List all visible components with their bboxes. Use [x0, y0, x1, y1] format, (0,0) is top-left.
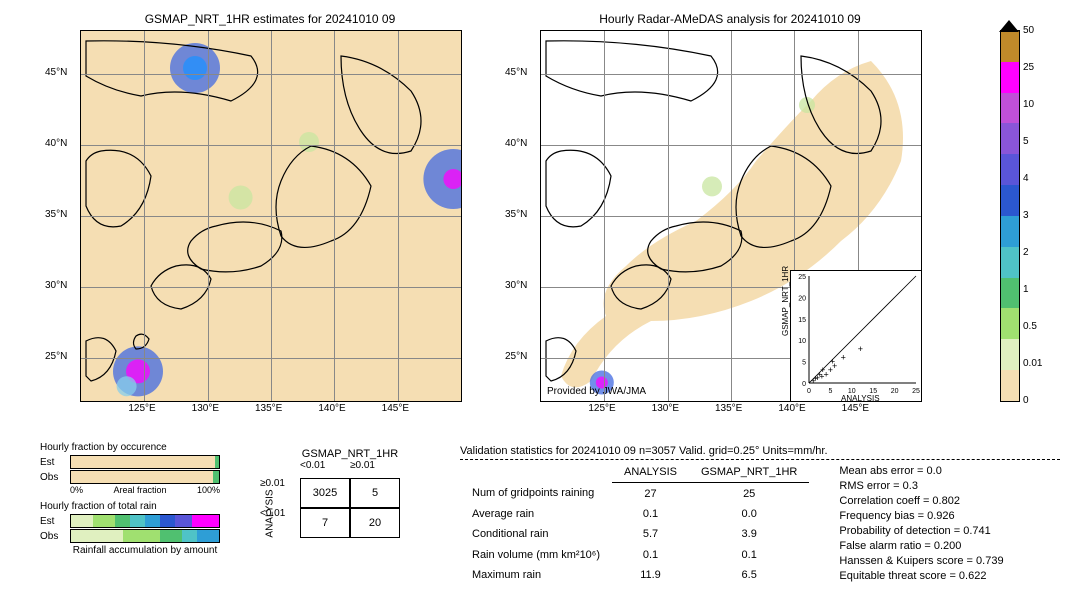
left-map-title: GSMAP_NRT_1HR estimates for 20241010 09 [80, 12, 460, 26]
right-map-title: Hourly Radar-AMeDAS analysis for 2024101… [540, 12, 920, 26]
svg-text:25: 25 [798, 274, 806, 281]
svg-text:20: 20 [798, 295, 806, 302]
svg-text:10: 10 [798, 338, 806, 345]
scatter-inset: ++++++++++++00551010151520202525 GSMAP_N… [790, 270, 922, 402]
val-header: Validation statistics for 20241010 09 n=… [460, 445, 1060, 457]
scatter-xlabel: ANALYSIS [841, 394, 880, 403]
occ-est-bar [70, 455, 220, 469]
left-map [80, 30, 462, 402]
ct-yaxis: ANALYSIS [265, 489, 276, 537]
mini-bars-section: Hourly fraction by occurence Est Obs 0% … [40, 440, 220, 558]
tot-title: Hourly fraction of total rain [40, 501, 220, 512]
svg-text:25: 25 [912, 388, 920, 395]
occ-xlabel: Areal fraction [83, 485, 197, 495]
ct-title: GSMAP_NRT_1HR [300, 448, 400, 460]
validation-table: ANALYSISGSMAP_NRT_1HRNum of gridpoints r… [460, 462, 809, 585]
tot-est-label: Est [40, 516, 70, 527]
svg-text:20: 20 [891, 388, 899, 395]
validation-metrics: Mean abs error = 0.0RMS error = 0.3Corre… [839, 462, 1003, 585]
svg-text:+: + [832, 361, 837, 371]
validation-stats: Validation statistics for 20241010 09 n=… [460, 445, 1060, 585]
occ-obs-bar [70, 470, 220, 484]
colorbar: 00.010.512345102550 [1000, 30, 1020, 402]
contingency-table: GSMAP_NRT_1HR <0.01≥0.01≥0.0130255<0.017… [260, 448, 400, 538]
provider-label: Provided by JWA/JMA [547, 386, 646, 397]
svg-text:+: + [841, 352, 846, 362]
svg-text:0: 0 [802, 381, 806, 388]
tot-est-bar [70, 514, 220, 528]
occ-x1: 100% [197, 485, 220, 495]
svg-text:5: 5 [828, 388, 832, 395]
occ-x0: 0% [70, 485, 83, 495]
svg-text:5: 5 [802, 360, 806, 367]
scatter-ylabel: GSMAP_NRT_1HR [781, 266, 790, 336]
svg-text:0: 0 [807, 388, 811, 395]
svg-text:15: 15 [798, 317, 806, 324]
occ-est-label: Est [40, 457, 70, 468]
tot-footer: Rainfall accumulation by amount [70, 545, 220, 556]
tot-obs-bar [70, 529, 220, 543]
tot-obs-label: Obs [40, 531, 70, 542]
svg-text:+: + [858, 344, 863, 354]
occ-obs-label: Obs [40, 472, 70, 483]
occ-title: Hourly fraction by occurence [40, 442, 220, 453]
